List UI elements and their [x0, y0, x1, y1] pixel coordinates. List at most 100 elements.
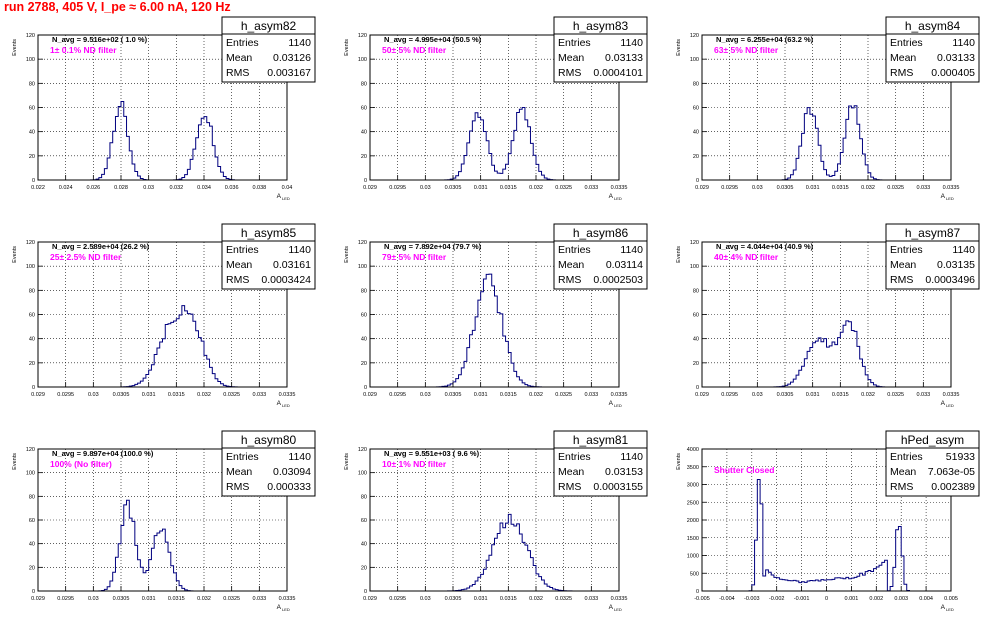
filter-label: 63± 5% ND filter	[714, 45, 779, 55]
stat-value-entries: 1140	[620, 451, 643, 463]
histogram-bin	[804, 582, 807, 591]
filter-label: 40± 4% ND filter	[714, 252, 779, 262]
y-tick-label: 60	[693, 106, 699, 112]
x-tick-label: 0.028	[114, 185, 128, 191]
x-tick-label: 0.0305	[445, 392, 462, 398]
histogram-bin	[503, 528, 506, 591]
stat-value-mean: 0.03126	[273, 52, 311, 64]
y-tick-label: 100	[26, 471, 35, 477]
stat-value-rms: 0.0002503	[593, 274, 643, 286]
histogram-bin	[492, 286, 495, 387]
x-axis-label-subscript: LED	[946, 403, 954, 408]
y-tick-label: 100	[26, 264, 35, 270]
histogram-bin	[118, 106, 121, 180]
x-tick-label: 0.03	[88, 596, 99, 602]
x-tick-label: 0.0335	[279, 596, 296, 602]
x-tick-label: 0.032	[197, 596, 211, 602]
stat-value-entries: 1140	[620, 37, 643, 49]
x-tick-label: 0.0295	[389, 392, 406, 398]
histogram-bin	[782, 580, 785, 591]
x-tick-label: 0.0305	[113, 392, 130, 398]
histogram-bin	[829, 176, 832, 180]
histogram-outline	[370, 107, 619, 180]
y-axis-label: Events	[344, 39, 350, 56]
y-tick-label: 0	[32, 385, 35, 391]
x-tick-label: 0.0315	[832, 392, 849, 398]
histogram-title: h_asym87	[905, 226, 961, 240]
x-tick-label: 0.024	[59, 185, 73, 191]
filter-label: 100% (No filter)	[50, 459, 112, 469]
y-axis-label: Events	[344, 453, 350, 470]
x-tick-label: 0.032	[861, 185, 875, 191]
x-tick-label: 0.031	[806, 392, 820, 398]
stat-label-mean: Mean	[890, 466, 916, 478]
stat-value-rms: 0.0004101	[593, 67, 643, 79]
x-axis-label-subscript: LED	[614, 403, 622, 408]
histogram-title: h_asym85	[241, 226, 297, 240]
x-tick-label: 0.0315	[500, 596, 517, 602]
stat-value-mean: 0.03161	[273, 259, 311, 271]
histogram-bin	[171, 322, 174, 387]
x-tick-label: 0.003	[894, 596, 908, 602]
x-tick-label: 0.036	[225, 185, 239, 191]
histogram-bin	[207, 123, 210, 180]
histogram-bin	[500, 173, 503, 180]
stat-label-rms: RMS	[890, 481, 913, 493]
y-tick-label: 80	[361, 81, 367, 87]
x-tick-label: 0.0305	[777, 392, 794, 398]
histogram-title: h_asym80	[241, 433, 297, 447]
histogram-title: h_asym83	[573, 19, 629, 33]
histogram-bars	[425, 107, 574, 180]
histogram-bin	[815, 580, 818, 591]
x-tick-label: 0.033	[584, 392, 598, 398]
x-axis-label-subscript: LED	[614, 607, 622, 612]
histogram-bin	[871, 571, 874, 591]
histogram-bin	[851, 108, 854, 180]
histogram-bin	[788, 581, 791, 591]
y-tick-label: 60	[29, 106, 35, 112]
stat-label-rms: RMS	[558, 67, 581, 79]
x-tick-label: 0.033	[916, 392, 930, 398]
histogram-bin	[198, 338, 201, 387]
histogram-bin	[204, 117, 207, 180]
histogram-bin	[824, 580, 827, 591]
y-tick-label: 0	[32, 178, 35, 184]
histogram-bars	[763, 106, 899, 180]
stat-label-entries: Entries	[226, 451, 259, 463]
y-tick-label: 120	[690, 240, 699, 246]
histogram-bin	[868, 571, 871, 591]
x-axis-label: A	[941, 604, 946, 611]
stat-label-mean: Mean	[558, 466, 584, 478]
x-tick-label: 0.0315	[500, 185, 517, 191]
y-tick-label: 0	[364, 385, 367, 391]
x-axis-label: A	[941, 193, 946, 200]
histogram-outline	[702, 106, 951, 180]
x-tick-label: -0.004	[719, 596, 735, 602]
histogram-bin	[810, 348, 813, 387]
histogram-bin	[204, 355, 207, 387]
x-tick-label: 0	[825, 596, 828, 602]
y-tick-label: 20	[29, 565, 35, 571]
y-tick-label: 120	[690, 33, 699, 39]
histogram-bars	[74, 102, 254, 180]
x-tick-label: 0.032	[529, 392, 543, 398]
x-axis-label: A	[609, 604, 614, 611]
stat-value-rms: 0.0003155	[593, 481, 643, 493]
x-tick-label: 0.0315	[500, 392, 517, 398]
histogram-bars	[409, 514, 611, 591]
histogram-bin	[514, 526, 517, 591]
y-tick-label: 1500	[687, 536, 699, 542]
y-tick-label: 20	[361, 154, 367, 160]
histogram-bin	[508, 514, 511, 591]
stat-label-mean: Mean	[890, 259, 916, 271]
y-tick-label: 0	[364, 178, 367, 184]
x-tick-label: 0.0295	[721, 392, 738, 398]
histogram-title: h_asym86	[573, 226, 629, 240]
y-tick-label: 20	[693, 361, 699, 367]
histogram-bin	[807, 108, 810, 180]
y-tick-label: 80	[361, 288, 367, 294]
histogram-bin	[187, 314, 190, 387]
